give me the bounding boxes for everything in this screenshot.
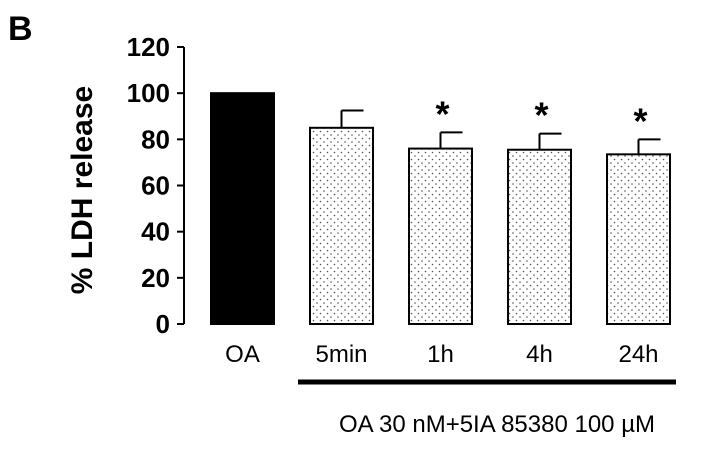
significance-star-24h: * xyxy=(633,100,647,141)
y-tick-label: 100 xyxy=(127,78,170,108)
x-tick-label-4h: 4h xyxy=(526,341,553,368)
y-axis: 0 20 40 60 80 100 120 xyxy=(127,32,185,339)
bar-24h xyxy=(606,153,671,325)
significance-star-4h: * xyxy=(534,95,548,136)
bar-4h xyxy=(507,148,572,325)
bar-5min xyxy=(309,126,374,325)
y-tick-label: 20 xyxy=(141,263,170,293)
group-bracket-label: OA 30 nM+5IA 85380 100 µM xyxy=(339,411,655,438)
bars-group: * * * xyxy=(210,92,671,325)
x-tick-label-24h: 24h xyxy=(618,341,658,368)
bar-OA xyxy=(210,92,275,325)
panel-label: B xyxy=(8,10,33,48)
x-tick-label-OA: OA xyxy=(225,341,260,368)
x-tick-label-1h: 1h xyxy=(427,341,454,368)
y-axis-label: % LDH release xyxy=(66,86,99,294)
y-tick-label: 40 xyxy=(141,217,170,247)
x-axis-labels: OA 5min 1h 4h 24h xyxy=(225,341,658,368)
y-tick-label: 80 xyxy=(141,124,170,154)
y-tick-label: 60 xyxy=(141,171,170,201)
bar-1h xyxy=(408,147,473,325)
significance-star-1h: * xyxy=(435,93,449,134)
y-tick-label: 0 xyxy=(156,309,170,339)
y-tick-label: 120 xyxy=(127,32,170,62)
x-tick-label-5min: 5min xyxy=(315,341,367,368)
